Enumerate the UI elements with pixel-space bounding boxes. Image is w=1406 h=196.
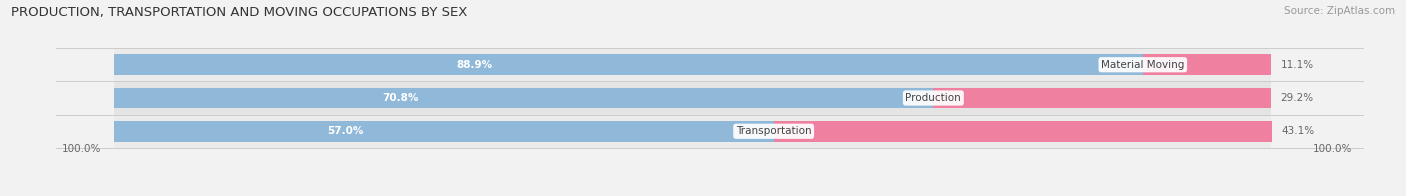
Text: 100.0%: 100.0%: [62, 143, 101, 153]
Text: PRODUCTION, TRANSPORTATION AND MOVING OCCUPATIONS BY SEX: PRODUCTION, TRANSPORTATION AND MOVING OC…: [11, 6, 468, 19]
Bar: [114, 54, 1143, 75]
Bar: [114, 88, 934, 108]
Text: 11.1%: 11.1%: [1281, 60, 1313, 70]
Text: 43.1%: 43.1%: [1282, 126, 1315, 136]
Bar: [934, 88, 1271, 108]
Bar: [114, 121, 773, 142]
Text: Material Moving: Material Moving: [1101, 60, 1184, 70]
Text: 29.2%: 29.2%: [1281, 93, 1313, 103]
Bar: [114, 115, 1271, 148]
Text: Source: ZipAtlas.com: Source: ZipAtlas.com: [1284, 6, 1395, 16]
Text: 57.0%: 57.0%: [326, 126, 363, 136]
Bar: [1143, 54, 1271, 75]
Text: Production: Production: [905, 93, 962, 103]
Text: 70.8%: 70.8%: [382, 93, 419, 103]
Text: 100.0%: 100.0%: [1313, 143, 1353, 153]
Bar: [773, 121, 1272, 142]
Text: 88.9%: 88.9%: [456, 60, 492, 70]
Bar: [114, 48, 1271, 81]
Bar: [114, 81, 1271, 115]
Text: Transportation: Transportation: [735, 126, 811, 136]
